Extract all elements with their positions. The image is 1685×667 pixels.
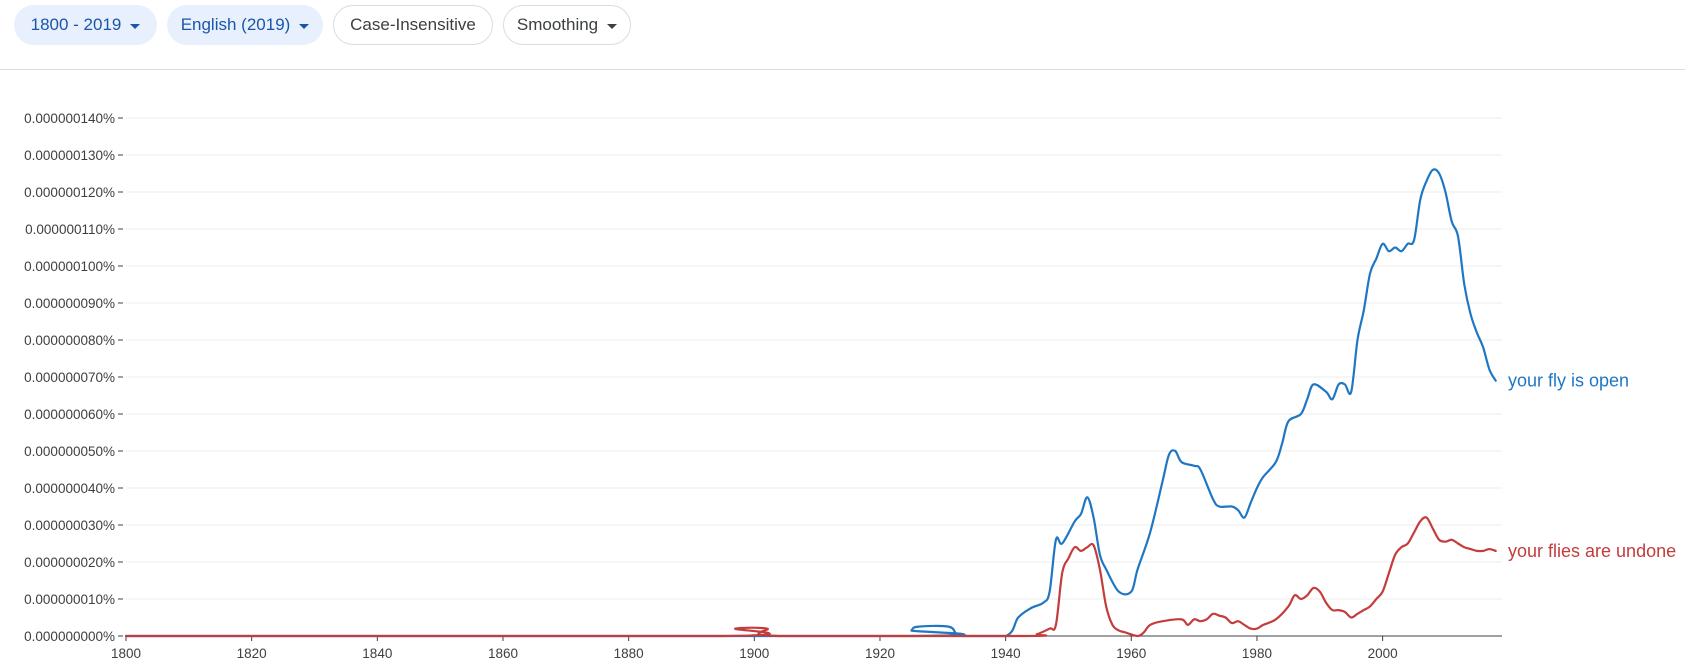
y-tick-label: 0.000000000%: [24, 629, 115, 644]
year-range-label: 1800 - 2019: [30, 15, 122, 34]
x-tick-label: 1920: [865, 646, 895, 661]
y-tick-label: 0.000000080%: [24, 333, 115, 348]
y-tick-label: 0.000000010%: [24, 592, 115, 607]
y-tick-label: 0.000000020%: [24, 555, 115, 570]
y-tick-label: 0.000000030%: [24, 518, 115, 533]
chevron-down-icon: [607, 23, 618, 29]
y-tick-label: 0.000000100%: [24, 259, 115, 274]
x-tick-label: 1820: [237, 646, 267, 661]
y-tick-label: 0.000000120%: [24, 185, 115, 200]
chevron-down-icon: [299, 23, 310, 29]
gridlines: [126, 117, 1502, 600]
smoothing-label: Smoothing: [516, 15, 599, 34]
axes: 0.000000000% 0.000000010% 0.000000020% 0.00…: [24, 111, 1502, 661]
y-tick-label: 0.000000040%: [24, 481, 115, 496]
y-tick-label: 0.000000140%: [24, 111, 115, 126]
x-tick-label: 1960: [1116, 646, 1146, 661]
chevron-down-icon: [130, 23, 141, 29]
x-tick-label: 1940: [991, 646, 1021, 661]
series-label-your-fly-is-open: your fly is open: [1508, 371, 1629, 391]
case-insensitive-toggle[interactable]: Case-Insensitive: [333, 5, 493, 45]
y-tick-label: 0.000000090%: [24, 296, 115, 311]
x-tick-label: 1900: [739, 646, 769, 661]
x-tick-label: 1980: [1242, 646, 1272, 661]
year-range-dropdown[interactable]: 1800 - 2019: [14, 5, 157, 45]
smoothing-dropdown[interactable]: Smoothing: [503, 5, 631, 45]
corpus-label: English (2019): [180, 15, 291, 34]
x-tick-label: 1800: [111, 646, 141, 661]
y-tick-label: 0.000000050%: [24, 444, 115, 459]
x-tick-label: 1840: [362, 646, 392, 661]
toolbar: 1800 - 2019 English (2019) Case-Insensit…: [0, 0, 1685, 70]
y-tick-label: 0.000000070%: [24, 370, 115, 385]
y-tick-label: 0.000000130%: [24, 148, 115, 163]
series-line-your-fly-is-open: [124, 168, 1497, 638]
x-tick-label: 1880: [614, 646, 644, 661]
ngram-line-chart: 0.000000000% 0.000000010% 0.000000020% 0.00…: [24, 111, 1676, 661]
x-tick-label: 2000: [1368, 646, 1398, 661]
y-tick-label: 0.000000060%: [24, 407, 115, 422]
y-tick-label: 0.000000110%: [25, 222, 115, 237]
case-insensitive-label: Case-Insensitive: [350, 15, 476, 34]
x-tick-label: 1860: [488, 646, 518, 661]
corpus-dropdown[interactable]: English (2019): [167, 5, 323, 45]
series-line-your-flies-are-undone: [124, 516, 1497, 638]
series-label-your-flies-are-undone: your flies are undone: [1508, 541, 1676, 561]
series-lines: your fly is open your flies are undone: [124, 168, 1676, 638]
